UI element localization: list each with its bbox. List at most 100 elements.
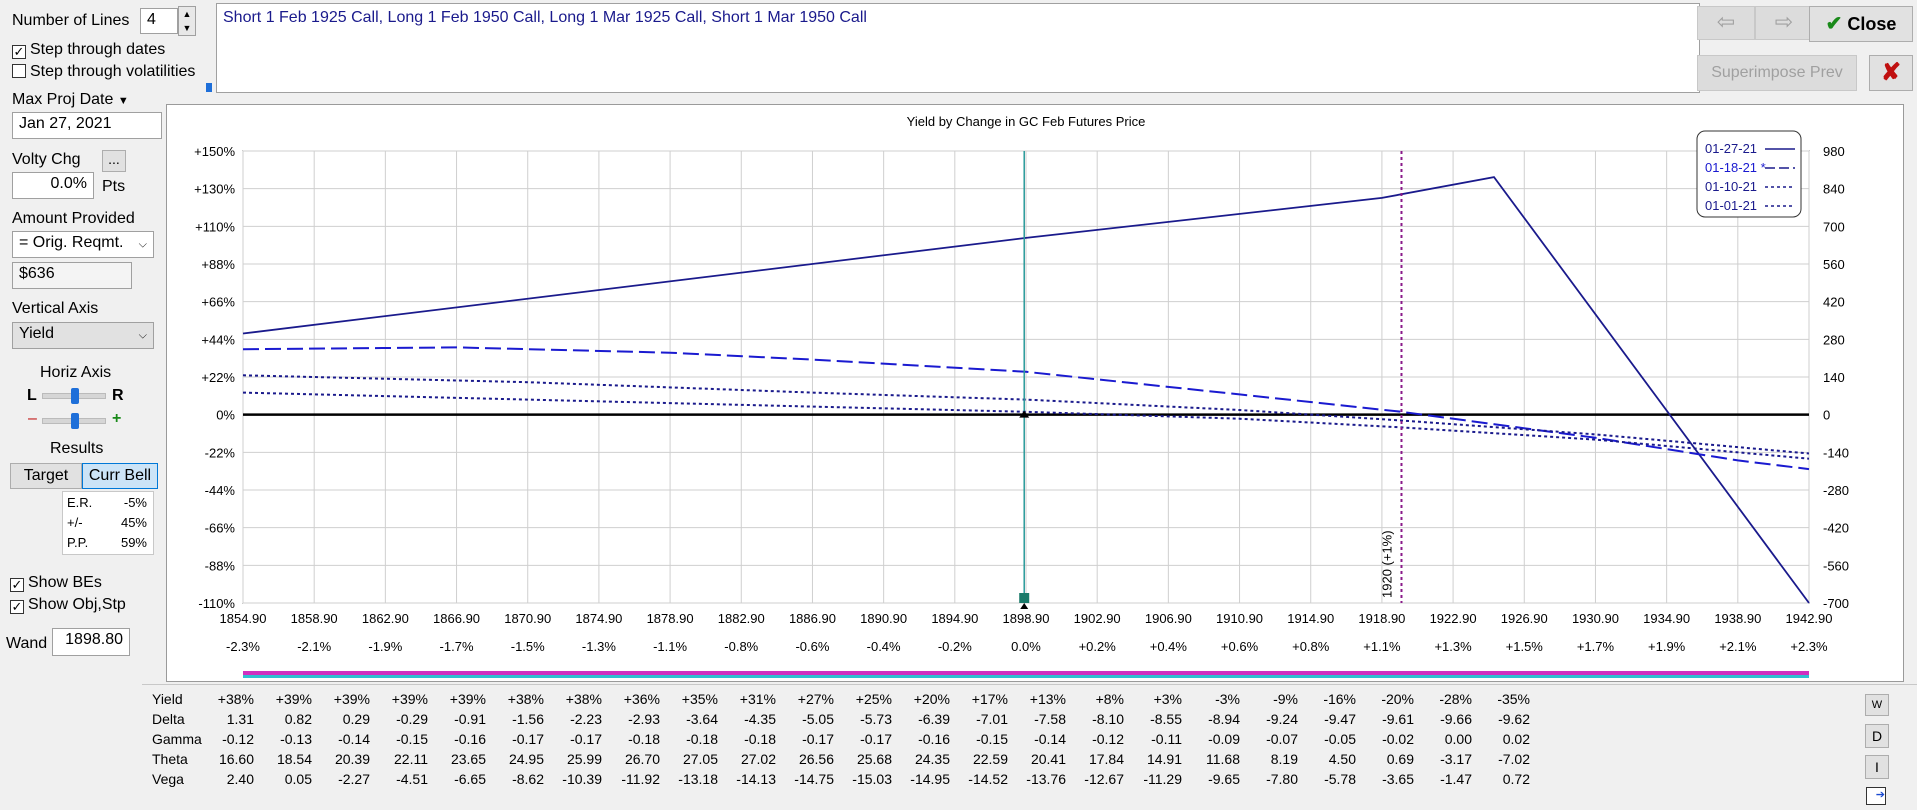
- strategy-description[interactable]: Short 1 Feb 1925 Call, Long 1 Feb 1950 C…: [216, 3, 1700, 93]
- y-tick-label: +66%: [201, 295, 235, 310]
- greeks-cell: -0.02: [1382, 731, 1414, 747]
- x-pct-tick-label: -1.3%: [582, 639, 616, 654]
- curr-bell-button[interactable]: Curr Bell: [82, 463, 158, 489]
- greeks-cell: -13.18: [678, 771, 718, 787]
- legend-entry-3: 01-01-21: [1705, 198, 1757, 213]
- greeks-cell: -2.23: [570, 711, 602, 727]
- volty-chg-input[interactable]: 0.0%: [12, 172, 94, 199]
- i-button[interactable]: I: [1865, 755, 1889, 779]
- greeks-cell: 0.82: [284, 711, 312, 727]
- x-tick-label: 1882.90: [718, 611, 765, 626]
- vertical-axis-select[interactable]: Yield ⌵: [12, 322, 154, 349]
- close-button[interactable]: ✔ Close: [1809, 6, 1913, 42]
- max-proj-date-dropdown[interactable]: Max Proj Date ▼: [12, 91, 129, 109]
- horiz-plus-label: +: [112, 410, 122, 427]
- superimpose-prev-button[interactable]: Superimpose Prev: [1697, 55, 1857, 91]
- show-bes-label: Show BEs: [28, 574, 102, 591]
- greeks-cell: -1.47: [1440, 771, 1472, 787]
- volty-chg-ellipsis-button[interactable]: ...: [102, 150, 126, 172]
- number-of-lines-label: Number of Lines: [12, 12, 130, 29]
- x-pct-tick-label: -2.3%: [226, 639, 260, 654]
- number-of-lines-spinner[interactable]: ▲ ▼: [178, 6, 196, 36]
- greeks-cell: -13.76: [1026, 771, 1066, 787]
- greeks-cell: 0.05: [284, 771, 312, 787]
- greeks-row-delta: Delta 1.31 0.82 0.29 -0.29 -0.91 -1.56 -2.23 -2.…: [142, 711, 1917, 731]
- x-tick-label: 1938.90: [1714, 611, 1761, 626]
- horiz-lr-slider-thumb[interactable]: [71, 388, 79, 404]
- greeks-cell: -2.27: [338, 771, 370, 787]
- y2-tick-label: -140: [1823, 445, 1849, 460]
- greeks-cell: -8.94: [1208, 711, 1240, 727]
- greeks-cell: 2.40: [226, 771, 254, 787]
- step-vols-checkbox[interactable]: Step through volatilities: [12, 63, 195, 81]
- greeks-cell: -9.62: [1498, 711, 1530, 727]
- yield-chart[interactable]: Yield by Change in GC Feb Futures Price …: [167, 105, 1905, 683]
- greeks-cell: -0.15: [976, 731, 1008, 747]
- greeks-cell: -0.29: [396, 711, 428, 727]
- greeks-cell: 26.56: [798, 751, 834, 767]
- greeks-cell: 25.68: [856, 751, 892, 767]
- x-tick-label: 1934.90: [1643, 611, 1690, 626]
- greeks-cell: -2.93: [628, 711, 660, 727]
- next-arrow-button[interactable]: ⇨: [1755, 6, 1813, 40]
- x-pct-tick-label: +0.2%: [1079, 639, 1117, 654]
- number-of-lines-input[interactable]: 4: [140, 8, 178, 34]
- greeks-cell: -0.17: [570, 731, 602, 747]
- greeks-cell: 11.68: [1206, 751, 1240, 767]
- greeks-cell: -20%: [1381, 691, 1414, 707]
- greeks-cell: -11.29: [1143, 771, 1182, 787]
- greeks-cell: +39%: [275, 691, 312, 707]
- stat-pm-value: 45%: [120, 515, 147, 530]
- greeks-cell: -0.12: [1092, 731, 1124, 747]
- export-icon[interactable]: ➔: [1866, 787, 1886, 805]
- greeks-row-yield: Yield +38% +39% +39% +39% +39% +38% +38% +36% +35…: [142, 691, 1917, 711]
- y-tick-label: +130%: [194, 182, 235, 197]
- show-obj-checkbox[interactable]: ✓ Show Obj,Stp: [10, 596, 126, 614]
- x-tick-label: 1930.90: [1572, 611, 1619, 626]
- target-label: 1920 (+1%): [1379, 530, 1394, 598]
- amount-provided-select[interactable]: = Orig. Reqmt. ⌵: [12, 231, 154, 258]
- prev-arrow-button[interactable]: ⇦: [1697, 6, 1755, 40]
- greeks-cell: -4.35: [744, 711, 776, 727]
- i-icon: I: [1875, 759, 1879, 775]
- greeks-cell: 25.99: [566, 751, 602, 767]
- greeks-cell: -0.14: [1034, 731, 1066, 747]
- d-button[interactable]: D: [1865, 724, 1889, 748]
- step-dates-checkbox[interactable]: ✓ Step through dates: [12, 41, 165, 59]
- y2-tick-label: 700: [1823, 219, 1845, 234]
- greeks-cell: +3%: [1153, 691, 1182, 707]
- greeks-row-label: Yield: [152, 691, 183, 707]
- y-tick-label: +22%: [201, 370, 235, 385]
- greeks-cell: +36%: [623, 691, 660, 707]
- series-line-2: [242, 374, 1810, 455]
- show-obj-label: Show Obj,Stp: [28, 596, 126, 613]
- greeks-cell: -11.92: [621, 771, 660, 787]
- horiz-zoom-slider-thumb[interactable]: [71, 413, 79, 429]
- greeks-cell: 0.69: [1386, 751, 1414, 767]
- chart-panel[interactable]: Yield by Change in GC Feb Futures Price …: [166, 104, 1904, 682]
- greeks-cell: -0.14: [338, 731, 370, 747]
- greeks-cell: -9.24: [1266, 711, 1298, 727]
- x-axis-labels: 1854.90 1858.90 1862.90 1866.90 1870.90 1874.…: [220, 611, 1833, 626]
- y2-tick-label: -280: [1823, 483, 1849, 498]
- y-tick-label: -66%: [205, 521, 236, 536]
- close-label: Close: [1847, 14, 1897, 34]
- legend-entry-1: 01-18-21 *: [1705, 160, 1766, 175]
- greeks-cell: -14.75: [794, 771, 834, 787]
- chart-legend[interactable]: 01-27-21 01-18-21 * 01-10-21 01-01-21: [1696, 130, 1802, 218]
- chart-series: [242, 176, 1810, 604]
- max-proj-date-input[interactable]: Jan 27, 2021: [12, 112, 162, 139]
- greeks-cell: -8.55: [1150, 711, 1182, 727]
- w-button[interactable]: W: [1865, 694, 1889, 716]
- greeks-cell: -9.61: [1382, 711, 1414, 727]
- cancel-x-button[interactable]: ✘: [1869, 55, 1913, 91]
- greeks-cell: -0.18: [686, 731, 718, 747]
- show-bes-checkbox[interactable]: ✓ Show BEs: [10, 574, 102, 592]
- step-dates-check-icon: ✓: [12, 44, 26, 59]
- check-icon: ✔: [1825, 13, 1843, 35]
- target-button[interactable]: Target: [10, 463, 82, 489]
- greeks-cell: -0.17: [802, 731, 834, 747]
- greeks-cell: +38%: [507, 691, 544, 707]
- greeks-cell: +39%: [333, 691, 370, 707]
- wand-input[interactable]: 1898.80: [52, 628, 130, 656]
